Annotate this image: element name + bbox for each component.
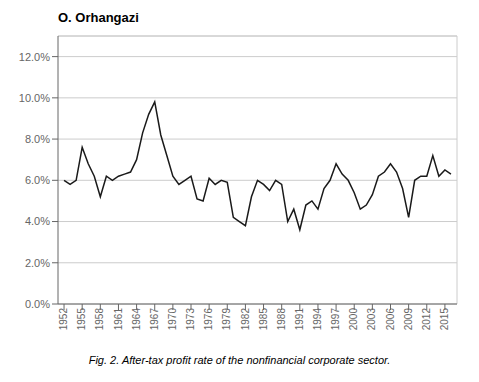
svg-text:12.0%: 12.0% [19,51,50,63]
svg-text:1955: 1955 [76,308,87,331]
svg-text:1967: 1967 [149,308,160,331]
svg-text:1976: 1976 [203,308,214,331]
svg-text:1973: 1973 [185,308,196,331]
svg-text:2003: 2003 [366,308,377,331]
svg-text:6.0%: 6.0% [25,174,50,186]
svg-text:2.0%: 2.0% [25,257,50,269]
html-text:O. Orhangazi: O. Orhangazi [58,10,139,25]
svg-text:1970: 1970 [167,308,178,331]
svg-text:1994: 1994 [312,308,323,331]
svg-text:1952: 1952 [58,308,69,331]
svg-text:1979: 1979 [221,308,232,331]
svg-text:1997: 1997 [330,308,341,331]
svg-text:1991: 1991 [294,308,305,331]
svg-text:0.0%: 0.0% [25,298,50,310]
svg-text:1982: 1982 [240,308,251,331]
html-text:Fig. 2. After-tax profit rate: Fig. 2. After-tax profit rate of the non… [88,354,391,366]
svg-text:2009: 2009 [403,308,414,331]
svg-text:2006: 2006 [385,308,396,331]
svg-text:2015: 2015 [439,308,450,331]
svg-text:1958: 1958 [94,308,105,331]
svg-text:2012: 2012 [421,308,432,331]
svg-text:8.0%: 8.0% [25,133,50,145]
svg-text:10.0%: 10.0% [19,92,50,104]
svg-text:1988: 1988 [276,308,287,331]
svg-text:1961: 1961 [113,308,124,331]
svg-text:1964: 1964 [131,308,142,331]
svg-text:4.0%: 4.0% [25,215,50,227]
svg-text:2000: 2000 [348,308,359,331]
svg-text:1985: 1985 [258,308,269,331]
